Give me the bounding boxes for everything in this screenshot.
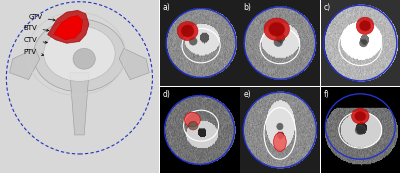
- Ellipse shape: [269, 22, 285, 36]
- Ellipse shape: [274, 38, 283, 47]
- Ellipse shape: [274, 133, 286, 152]
- Ellipse shape: [356, 17, 374, 34]
- Polygon shape: [119, 48, 149, 80]
- Text: GTV: GTV: [28, 14, 55, 21]
- Polygon shape: [70, 73, 89, 135]
- Text: c): c): [324, 3, 331, 12]
- Text: BTV: BTV: [24, 25, 49, 31]
- Ellipse shape: [277, 123, 283, 130]
- Ellipse shape: [33, 19, 126, 92]
- Ellipse shape: [177, 21, 198, 40]
- Ellipse shape: [355, 125, 366, 135]
- Ellipse shape: [189, 37, 197, 45]
- Text: b): b): [243, 3, 251, 12]
- Ellipse shape: [264, 18, 290, 40]
- Ellipse shape: [360, 39, 368, 47]
- Polygon shape: [10, 48, 40, 80]
- Text: d): d): [163, 90, 171, 99]
- Text: CTV: CTV: [24, 37, 47, 43]
- Text: e): e): [243, 90, 251, 99]
- Ellipse shape: [44, 26, 115, 81]
- Text: f): f): [324, 90, 330, 99]
- Text: a): a): [163, 3, 171, 12]
- Ellipse shape: [355, 111, 366, 121]
- Polygon shape: [48, 10, 89, 43]
- Polygon shape: [54, 16, 82, 40]
- Text: PTV: PTV: [24, 49, 44, 56]
- Ellipse shape: [360, 21, 371, 31]
- Ellipse shape: [184, 112, 200, 127]
- Ellipse shape: [73, 48, 95, 69]
- Ellipse shape: [352, 108, 369, 124]
- Ellipse shape: [188, 121, 198, 130]
- Ellipse shape: [181, 25, 194, 37]
